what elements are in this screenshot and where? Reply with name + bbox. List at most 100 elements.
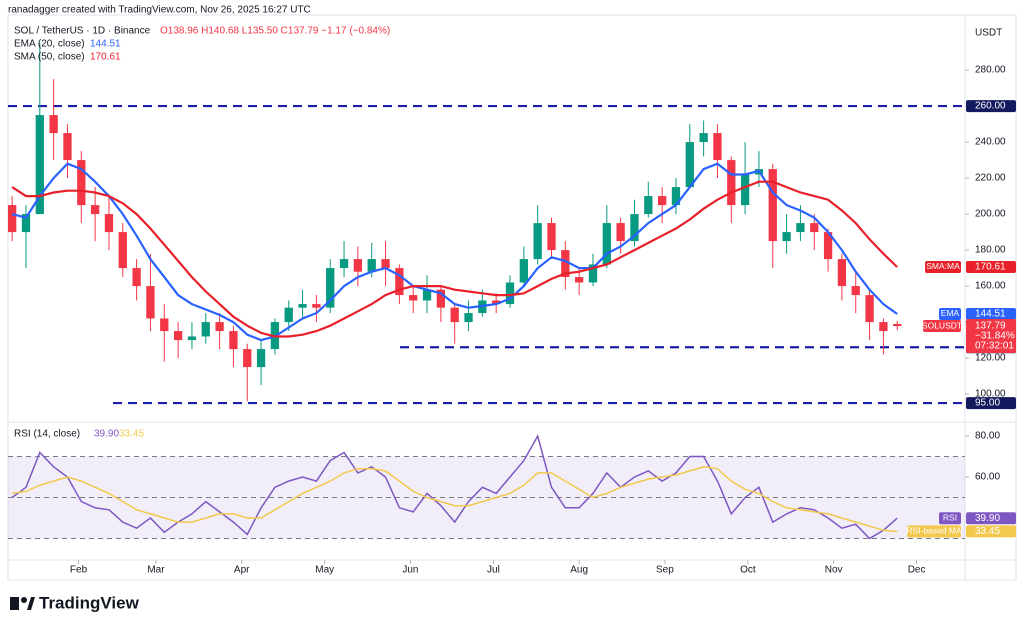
series-line [11,434,898,540]
candle-body [768,169,777,242]
tag-value-box [966,525,1016,538]
x-tick-label: Oct [740,565,756,576]
candle-body [132,268,141,287]
candle-body [575,277,584,283]
level-label: 260.00 [975,101,1006,112]
candle-body [298,304,307,308]
level-label-box [966,100,1016,113]
candle-body [49,115,58,134]
candle-body [35,115,44,215]
candle-body [588,264,598,283]
candle-body [312,304,321,308]
x-tick-label: Apr [234,565,250,576]
tag-name: RSI-based MA [906,526,962,536]
tag-name-box [925,260,961,273]
candle-body [229,331,238,350]
logo-mark [21,597,27,603]
candle-body [77,160,86,206]
candle-body [561,250,570,278]
candle-body [893,323,902,327]
candle-body [685,142,694,188]
x-tick-label: Nov [825,565,843,576]
y-tick-label: 100.00 [975,389,1006,400]
last-change: −31.84% [975,331,1015,342]
logo: TradingView [10,593,140,612]
last-tag-box [966,319,1016,354]
ohlc: O138.96 H140.68 L135.50 C137.79 −1.17 (−… [160,26,390,37]
y-tick-label: 80.00 [975,431,1000,442]
candle-body [657,196,667,206]
series-line [11,162,898,342]
candle-body [505,282,515,305]
candle-body [353,259,363,272]
y-tick-label: 280.00 [975,65,1006,76]
candle-body [740,174,750,206]
level-label: 95.00 [975,398,1000,409]
candle-body [173,331,183,341]
y-tick-label: 220.00 [975,173,1006,184]
candle-body [395,268,404,296]
frame [7,14,1017,581]
candle-body [21,214,31,233]
candle-body [519,259,528,283]
level-label-box [966,397,1016,410]
x-tick-label: Dec [908,565,926,576]
rsi-title: RSI (14, close) [14,429,80,440]
candle-body [326,268,335,308]
candles [8,43,902,402]
series-line [11,180,898,338]
candle-body [339,259,349,269]
candle-body [782,232,791,242]
candle-body [837,259,847,287]
candle-body [671,187,681,206]
candle-body [118,232,127,269]
candle-body [713,133,722,161]
logo-mark [10,597,19,610]
candle-body [104,214,114,233]
x-tick-label: May [315,565,334,576]
y-tick-label: 200.00 [975,209,1006,220]
x-tick-label: Jun [402,565,418,576]
tag-value: 39.90 [975,513,1000,524]
logo-text: TradingView [39,593,140,612]
tag-value-box [966,512,1016,525]
candle-body [243,349,252,368]
tag-name: RSI [943,512,957,522]
candle-body [409,295,418,301]
candle-body [63,133,72,161]
legend-value: 170.61 [90,52,121,63]
candle-body [436,289,446,308]
candle-body [367,259,376,272]
x-tick-label: Sep [656,565,674,576]
candle-body [602,223,611,265]
candle-body [727,160,736,206]
y-tick-label: 60.00 [975,472,1000,483]
tag-name-box [939,307,961,320]
tag-name-box [907,525,961,538]
last-price: 137.79 [975,321,1006,332]
tag-value-box [966,260,1016,273]
logo-mark [27,597,35,610]
tag-name: EMA [941,308,960,318]
last-tag-name: SOLUSDT [922,320,962,330]
series-line [11,466,898,533]
candle-body [256,349,266,368]
tag-value-box [966,307,1016,320]
legend-value: 39.90 [94,429,119,440]
legend-value: 144.51 [90,39,121,50]
x-tick-label: Feb [70,565,88,576]
y-tick-label: 120.00 [975,353,1006,364]
candle-body [215,322,224,332]
candle-body [187,336,197,341]
candle-body [810,223,819,233]
candle-body [284,307,293,323]
candle-body [865,295,874,323]
y-tick-label: 180.00 [975,245,1006,256]
tag-name: SMA:MA [926,261,960,271]
currency: USDT [975,28,1002,39]
candle-body [464,313,473,323]
symbol: SOL / TetherUS · 1D · Binance [14,26,151,37]
last-tag-name-box [923,320,961,333]
x-tick-label: Mar [147,565,165,576]
candle-body [823,232,833,260]
